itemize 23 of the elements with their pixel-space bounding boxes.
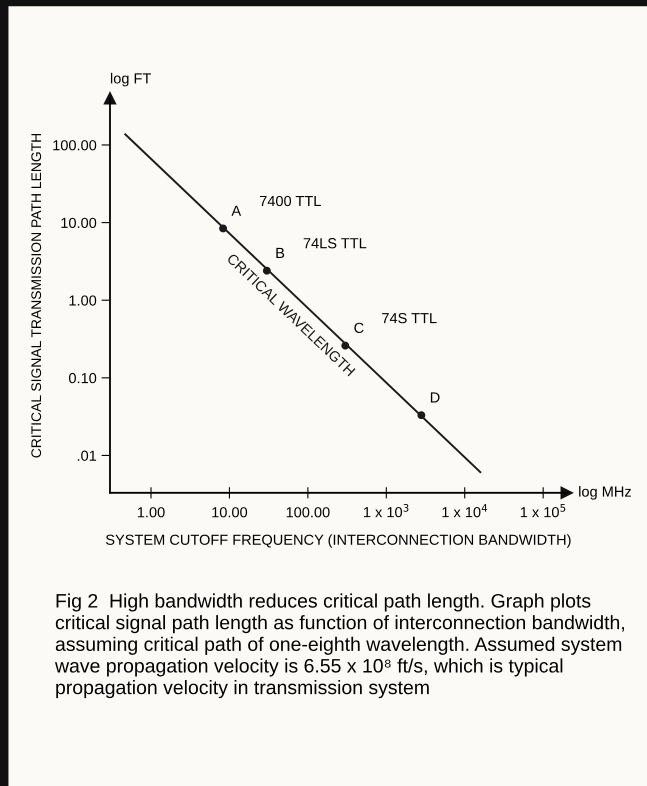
y-tick-label: 10.00 xyxy=(61,218,96,228)
x-tick-label: 1 x 10$^{5}$ xyxy=(520,504,566,518)
annotation: 74S TTL xyxy=(382,312,437,324)
x-tick-label: 100.00 xyxy=(286,507,330,518)
annotation: 74LS TTL xyxy=(304,238,366,248)
annotation: B xyxy=(276,248,284,258)
annotation: A xyxy=(231,206,242,216)
y-tick-label: 1.00 xyxy=(70,295,96,306)
text: log MHz xyxy=(579,486,631,500)
x-tick-label: 1 x 10$^{3}$ xyxy=(364,504,408,518)
y-tick-label: 100.00 xyxy=(53,140,96,150)
caption: Fig 2 High bandwidth reduces critical path length. Graph plots critical signal path length as function of interconnection bandwidth, assuming critical path of one-eighth wavelength. Assumed system wave propagation velocity is 6.55 x 10⁸ ft/s, which is typical propagation velocity in transmission system xyxy=(54,593,624,698)
x-tick-label: 1.00 xyxy=(138,507,165,518)
annotation: C xyxy=(354,322,364,334)
x-tick-label: 1 x 10$^{4}$ xyxy=(442,504,488,518)
y-tick-label: 0.10 xyxy=(68,372,96,384)
annotation: 7400 TTL xyxy=(260,196,321,206)
text: log FT xyxy=(110,72,151,86)
annotation: D xyxy=(430,392,440,402)
y-tick-label: .01 xyxy=(78,450,96,461)
x-axis-title: SYSTEM CUTOFF FREQUENCY (INTERCONNECTION BANDWIDTH) xyxy=(106,534,571,548)
x-tick-label: 10.00 xyxy=(212,507,248,518)
y-axis-title: CRITICAL SIGNAL TRANSMISSION PATH LENGTH xyxy=(31,134,42,458)
